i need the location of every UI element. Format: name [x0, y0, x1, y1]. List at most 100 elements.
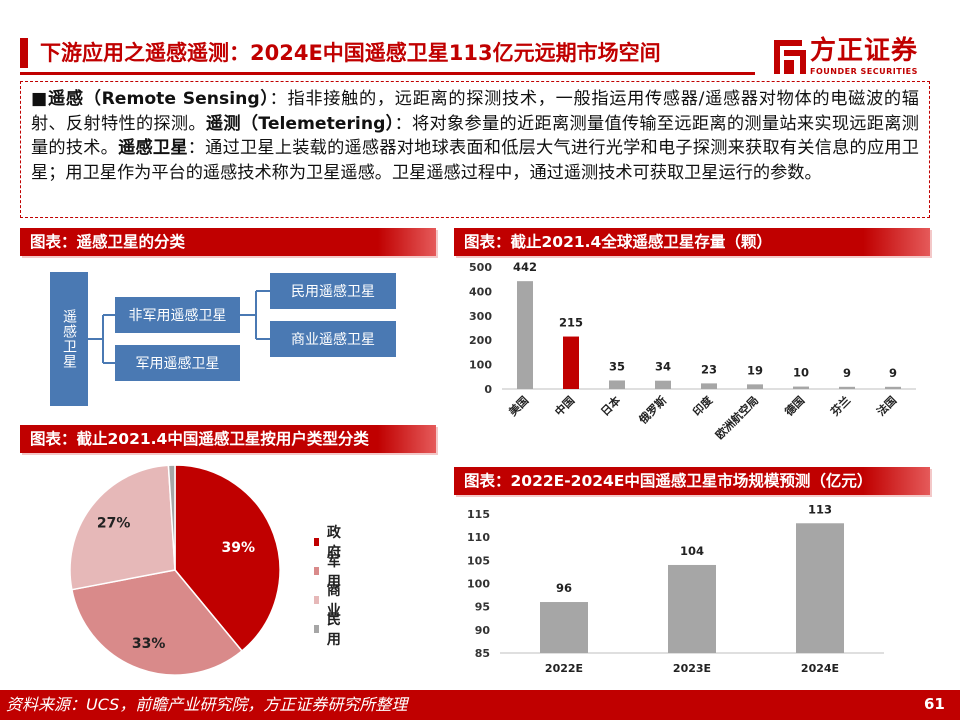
banner-user-type: 图表：截止2021.4中国遥感卫星按用户类型分类	[20, 425, 436, 453]
def-rs-satellite: ：通过卫星上装载的遥感器对地球表面和低层大气进行光学和电子探测来获取有关信息的应…	[31, 138, 919, 183]
pie-legend-swatch-1	[314, 567, 319, 575]
market-label-0: 96	[556, 581, 572, 595]
pie-legend-swatch-2	[314, 596, 319, 604]
global-label-5: 19	[747, 363, 763, 377]
global-bar-0	[517, 281, 533, 389]
global-cat-4: 印度	[690, 393, 716, 419]
market-cat-0: 2022E	[545, 662, 583, 675]
global-cat-5: 欧洲航空局	[712, 393, 761, 442]
title-underline	[20, 72, 755, 75]
pie-legend-swatch-0	[314, 538, 319, 546]
market-ytick-105: 105	[467, 554, 490, 567]
global-bars	[517, 281, 901, 389]
banner-global-stock: 图表：截止2021.4全球遥感卫星存量（颗）	[454, 228, 930, 256]
pie-legend-item-2: 商业	[314, 580, 344, 620]
node-commercial: 商业遥感卫星	[270, 321, 396, 357]
logo-text-cn: 方正证券	[810, 36, 919, 66]
page-number: 61	[924, 695, 945, 713]
global-bar-7	[839, 386, 855, 389]
global-bar-3	[655, 380, 671, 389]
node-civil: 民用遥感卫星	[270, 273, 396, 309]
global-bar-6	[793, 386, 809, 389]
global-cat-6: 德国	[781, 393, 807, 419]
global-bar-4	[701, 383, 717, 389]
node-rs-satellite: 遥感卫星	[50, 272, 88, 406]
global-ytick-200: 200	[469, 334, 492, 347]
pie-legend-text-1: 军用	[326, 554, 341, 590]
logo-text-en: FOUNDER SECURITIES	[810, 67, 918, 76]
pie-legend-text-2: 商业	[326, 583, 341, 619]
market-category-labels: 2022E 2023E 2024E	[545, 662, 839, 675]
global-ytick-0: 0	[484, 383, 492, 396]
page-title: 下游应用之遥感遥测：2024E中国遥感卫星113亿元远期市场空间	[40, 41, 661, 65]
node-military: 军用遥感卫星	[115, 345, 240, 381]
global-label-0: 442	[513, 260, 537, 274]
pie-legend-item-3: 民用	[314, 609, 344, 649]
def-telemetering: ：将对象参量的近距离测量值传输至远距离的测量站来实现远距离测量的技术。	[31, 113, 919, 159]
pie-label-1: 33%	[132, 636, 166, 652]
market-bar-0	[540, 602, 588, 653]
market-bar-2	[796, 523, 844, 653]
term-rs-satellite: 遥感卫星	[118, 138, 188, 159]
market-bars	[540, 523, 844, 653]
pie-legend-swatch-3	[314, 625, 319, 633]
footer-source: 资料来源：UCS，前瞻产业研究院，方正证券研究所整理	[6, 695, 408, 714]
node-nonmilitary: 非军用遥感卫星	[115, 297, 240, 333]
market-ytick-95: 95	[475, 601, 490, 614]
global-cat-8: 法国	[874, 393, 899, 418]
term-telemetering: 遥测（Telemetering）	[205, 113, 395, 134]
pie-legend-text-3: 民用	[326, 612, 341, 648]
market-ytick-90: 90	[475, 624, 491, 637]
banner-market-size: 图表：2022E-2024E中国遥感卫星市场规模预测（亿元）	[454, 467, 930, 495]
global-cat-0: 美国	[506, 393, 531, 418]
global-bar-2	[609, 380, 625, 389]
global-cat-7: 芬兰	[827, 393, 853, 419]
global-bar-5	[747, 384, 763, 389]
market-ytick-115: 115	[467, 508, 490, 521]
pie-legend-text-0: 政府	[326, 525, 341, 561]
global-label-6: 10	[793, 366, 809, 380]
market-label-2: 113	[808, 502, 832, 516]
market-ytick-85: 85	[475, 647, 490, 660]
global-bar-1	[563, 336, 579, 389]
pie-slice-0	[174, 464, 281, 652]
market-data-labels: 96 104 113	[556, 502, 832, 595]
pie-label-2: 27%	[97, 515, 131, 531]
global-label-2: 35	[609, 359, 625, 373]
def-remote-sensing: ：指非接触的，远距离的探测技术，一般指运用传感器/遥感器对物体的电磁波的辐射、反…	[31, 89, 919, 134]
user-type-pie-chart: 39% 33% 27% 1%	[69, 455, 281, 676]
global-cat-2: 日本	[598, 393, 623, 418]
global-cat-1: 中国	[552, 393, 577, 418]
global-label-1: 215	[559, 316, 583, 330]
footer-bar	[0, 690, 960, 720]
pie-slice-2	[69, 464, 176, 591]
definition-text: ■遥感（Remote Sensing）：指非接触的，远距离的探测技术，一般指运用…	[31, 87, 919, 185]
global-cat-3: 俄罗斯	[635, 393, 669, 427]
pie-slice-1	[70, 569, 243, 676]
founder-logo-icon	[770, 40, 806, 74]
global-ytick-400: 400	[469, 285, 492, 298]
global-data-labels: 442 215 35 34 23 19 10 9 9	[513, 260, 897, 380]
global-ytick-100: 100	[469, 359, 492, 372]
pie-label-0: 39%	[221, 540, 255, 556]
global-label-3: 34	[655, 360, 671, 374]
title-accent-bar	[20, 38, 28, 68]
global-label-8: 9	[889, 366, 897, 380]
global-stock-chart: 0 100 200 300 400 500 442 215 35 34 23 19 10 9 9 美国 中国…	[469, 260, 916, 442]
global-label-4: 23	[701, 362, 717, 376]
pie-legend-item-0: 政府	[314, 522, 344, 562]
banner-classification: 图表：遥感卫星的分类	[20, 228, 436, 256]
global-bar-8	[885, 386, 901, 389]
market-ytick-110: 110	[467, 531, 490, 544]
term-remote-sensing: 遥感（Remote Sensing）	[47, 89, 270, 109]
pie-slices	[69, 464, 281, 676]
global-ytick-500: 500	[469, 261, 492, 274]
definition-box: ■遥感（Remote Sensing）：指非接触的，远距离的探测技术，一般指运用…	[20, 81, 930, 218]
market-cat-2: 2024E	[801, 662, 839, 675]
bullet-icon: ■	[31, 89, 48, 109]
market-bar-1	[668, 564, 716, 653]
pie-legend-item-1: 军用	[314, 551, 344, 591]
pie-slice-3	[167, 464, 176, 571]
